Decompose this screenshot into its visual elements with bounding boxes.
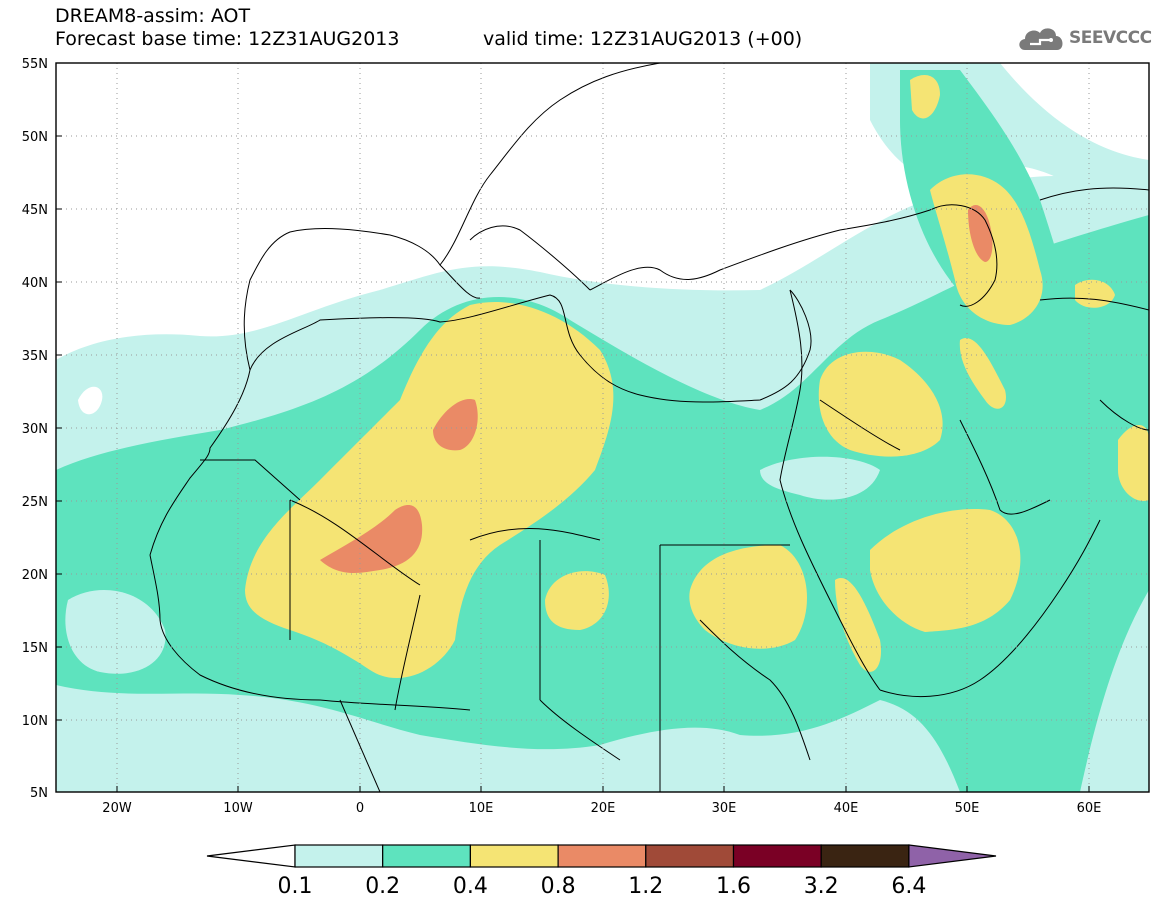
- lat-label: 15N: [22, 641, 48, 656]
- colorbar-box: [732, 844, 822, 868]
- lat-labels: 55N 50N 45N 40N 35N 30N 25N 20N 15N 10N …: [22, 57, 48, 801]
- seevccc-logo: SEEVCCC: [1015, 22, 1152, 54]
- colorbar-high-arrow: [908, 844, 997, 868]
- colorbar-labels: 0.1 0.2 0.4 0.8 1.2 1.6 3.2 6.4: [278, 874, 927, 899]
- graticule: [56, 63, 1149, 792]
- colorbar-box: [557, 844, 647, 868]
- forecast-times: Forecast base time: 12Z31AUG2013 valid ti…: [55, 28, 802, 50]
- logo-text: SEEVCCC: [1069, 28, 1152, 48]
- lat-label: 50N: [22, 130, 48, 145]
- lon-label: 20E: [591, 801, 616, 816]
- colorbar-box: [382, 844, 472, 868]
- lat-label: 55N: [22, 57, 48, 72]
- valid-time: valid time: 12Z31AUG2013 (+00): [483, 28, 803, 50]
- colorbar-label: 6.4: [891, 874, 926, 899]
- lat-label: 45N: [22, 203, 48, 218]
- cloud-icon: [1019, 28, 1063, 50]
- lon-label: 10W: [223, 801, 253, 816]
- colorbar-low-arrow: [206, 844, 296, 868]
- colorbar-label: 3.2: [804, 874, 839, 899]
- colorbar-label: 1.2: [628, 874, 663, 899]
- colorbar-label: 0.2: [365, 874, 400, 899]
- lon-labels: 20W 10W 0 10E 20E 30E 40E 50E 60E: [102, 801, 1101, 816]
- lon-label: 30E: [712, 801, 737, 816]
- aot-field: [56, 63, 1149, 792]
- lon-label: 60E: [1077, 801, 1102, 816]
- lat-label: 40N: [22, 276, 48, 291]
- lat-label: 35N: [22, 349, 48, 364]
- coastlines-borders: [149, 63, 1149, 792]
- axis-ticks: [56, 62, 1090, 793]
- lon-label: 50E: [955, 801, 980, 816]
- lat-label: 25N: [22, 495, 48, 510]
- colorbar-box: [469, 844, 559, 868]
- lon-label: 10E: [469, 801, 494, 816]
- lat-label: 30N: [22, 422, 48, 437]
- lat-label: 10N: [22, 714, 48, 729]
- colorbar-label: 1.6: [716, 874, 751, 899]
- lat-label: 20N: [22, 568, 48, 583]
- lon-label: 0: [356, 801, 364, 816]
- colorbar: [206, 844, 997, 868]
- colorbar-label: 0.4: [453, 874, 488, 899]
- lon-label: 20W: [102, 801, 132, 816]
- lon-label: 40E: [834, 801, 859, 816]
- colorbar-label: 0.8: [541, 874, 576, 899]
- colorbar-box: [820, 844, 910, 868]
- chart-title: DREAM8-assim: AOT: [55, 5, 251, 27]
- colorbar-label: 0.1: [278, 874, 313, 899]
- colorbar-box: [294, 844, 384, 868]
- colorbar-box: [645, 844, 735, 868]
- lat-label: 5N: [30, 786, 48, 801]
- base-time: Forecast base time: 12Z31AUG2013: [55, 28, 400, 50]
